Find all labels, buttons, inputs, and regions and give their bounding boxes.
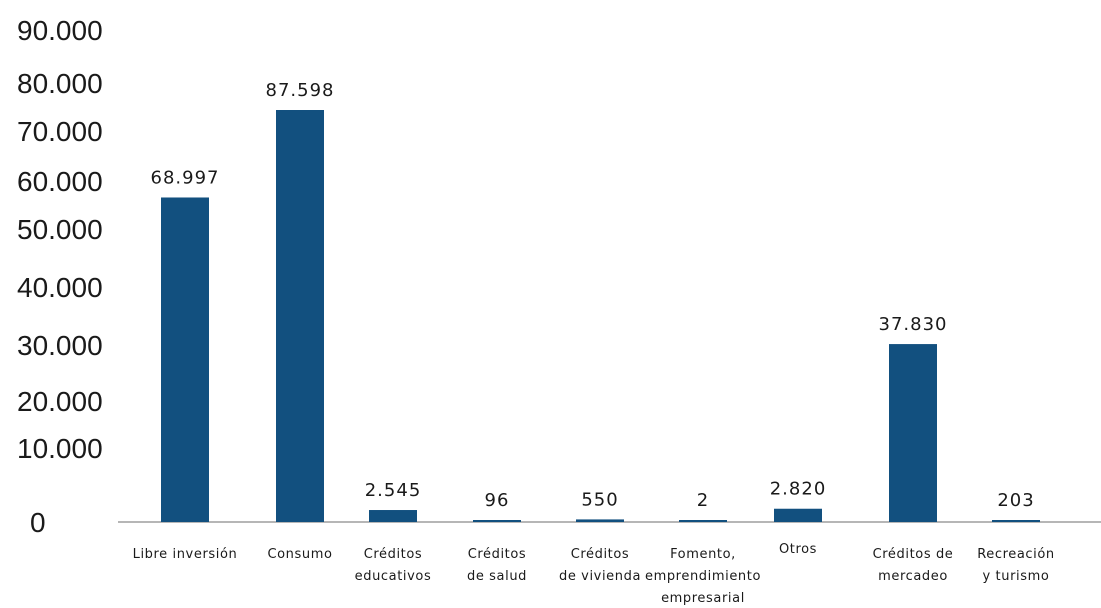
bar-value-label: 2 — [697, 490, 709, 511]
x-category-label: Libre inversión — [133, 547, 238, 562]
y-tick-label: 50.000 — [17, 214, 103, 245]
bar-value-label: 68.997 — [151, 167, 220, 188]
bar — [276, 110, 324, 522]
bar — [992, 520, 1040, 522]
y-tick-label: 20.000 — [17, 386, 103, 417]
bar-value-label: 2.545 — [365, 480, 422, 501]
bar — [473, 520, 521, 522]
bars-group — [161, 110, 1040, 522]
bar — [679, 520, 727, 522]
bar — [161, 197, 209, 522]
bar — [576, 519, 624, 522]
bar — [369, 510, 417, 522]
x-category-label: Consumo — [267, 547, 332, 562]
x-axis-labels-group: Libre inversión Consumo Créditos educativos… — [133, 542, 1055, 606]
bar-value-label: 203 — [997, 490, 1034, 511]
y-tick-label: 40.000 — [17, 272, 103, 303]
value-labels-group: 68.997 87.598 2.545 96 550 2 2.820 37.830 203 — [151, 80, 1034, 511]
y-tick-label: 30.000 — [17, 330, 103, 361]
bar-value-label: 87.598 — [266, 80, 335, 101]
bar — [889, 344, 937, 522]
x-category-label: Recreación y turismo — [977, 547, 1055, 584]
bar-value-label: 96 — [485, 490, 510, 511]
y-axis-ticks: 0 10.000 20.000 30.000 40.000 50.000 60.000 70.… — [17, 15, 103, 538]
x-category-label: Otros — [779, 542, 817, 557]
bar-value-label: 37.830 — [879, 314, 948, 335]
x-category-label: Créditos de salud — [467, 547, 527, 584]
x-category-label: Créditos de vivienda — [559, 547, 641, 584]
y-tick-label: 70.000 — [17, 116, 103, 147]
bar — [774, 508, 822, 522]
y-tick-label: 0 — [30, 507, 46, 538]
bar-value-label: 2.820 — [770, 479, 827, 500]
x-category-label: Créditos de mercadeo — [873, 547, 954, 584]
x-category-label: Créditos educativos — [355, 547, 432, 584]
y-tick-label: 80.000 — [17, 68, 103, 99]
y-tick-label: 90.000 — [17, 15, 103, 46]
y-tick-label: 60.000 — [17, 166, 103, 197]
bar-value-label: 550 — [581, 489, 618, 510]
x-category-label: Fomento, emprendimiento empresarial — [645, 547, 761, 606]
y-tick-label: 10.000 — [17, 433, 103, 464]
